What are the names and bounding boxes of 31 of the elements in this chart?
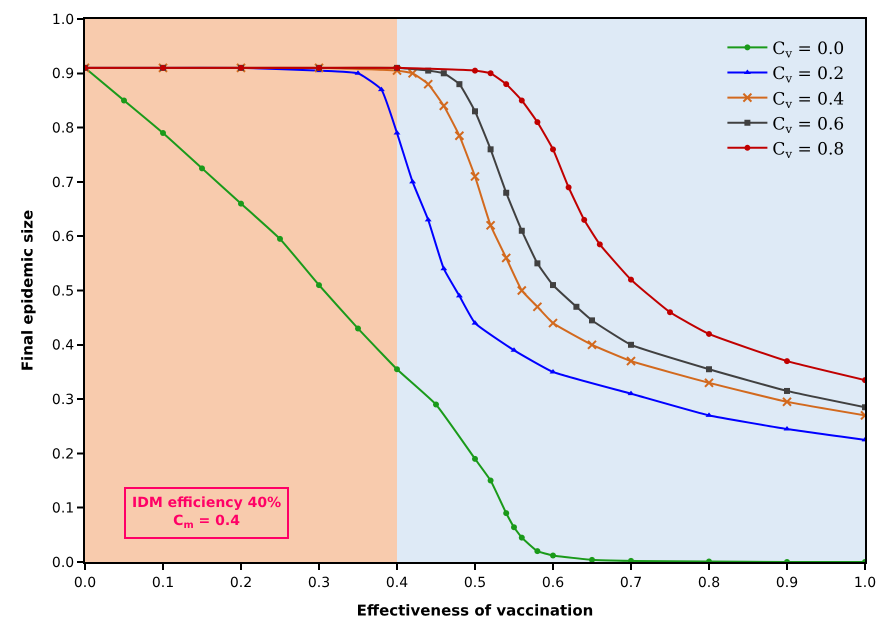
- x-tick-label: 0.8: [698, 574, 720, 591]
- y-tick-label: 0.1: [52, 500, 74, 517]
- annotation: C$_{m}$ = 0.4: [173, 513, 240, 532]
- x-tick-label: 0.0: [74, 574, 96, 591]
- y-tick-label: 0.2: [52, 446, 74, 462]
- y-tick-label: 0.7: [52, 174, 74, 191]
- y-axis-title: Final epidemic size: [18, 210, 37, 372]
- x-axis-title: Effectiveness of vaccination: [356, 601, 594, 620]
- y-tick-label: 0.8: [52, 120, 74, 136]
- x-tick-label: 0.7: [620, 574, 642, 591]
- legend-label: C$_{v}$ = 0.2: [772, 64, 844, 86]
- y-tick-label: 0.6: [52, 229, 74, 246]
- legend-label: C$_{v}$ = 0.4: [772, 89, 844, 111]
- x-tick-label: 0.9: [776, 574, 798, 591]
- y-tick-label: 0.4: [52, 338, 74, 354]
- x-tick-label: 1.0: [854, 574, 876, 591]
- y-tick-label: 0.9: [52, 66, 74, 82]
- legend-label: C$_{v}$ = 0.8: [772, 139, 844, 162]
- x-tick-label: 0.1: [152, 574, 174, 591]
- x-tick-label: 0.6: [542, 574, 564, 591]
- legend-label: C$_{v}$ = 0.6: [772, 114, 844, 136]
- y-tick-label: 1.0: [52, 12, 74, 28]
- annotation: IDM efficiency 40%: [132, 495, 282, 511]
- x-tick-label: 0.2: [230, 574, 252, 591]
- y-tick-label: 0.0: [52, 554, 74, 571]
- y-tick-label: 0.5: [52, 283, 74, 300]
- x-tick-label: 0.4: [386, 574, 408, 591]
- x-tick-label: 0.5: [464, 574, 486, 591]
- x-tick-label: 0.3: [308, 574, 330, 591]
- y-tick-label: 0.3: [52, 392, 74, 408]
- legend-label: C$_{v}$ = 0.0: [772, 39, 844, 61]
